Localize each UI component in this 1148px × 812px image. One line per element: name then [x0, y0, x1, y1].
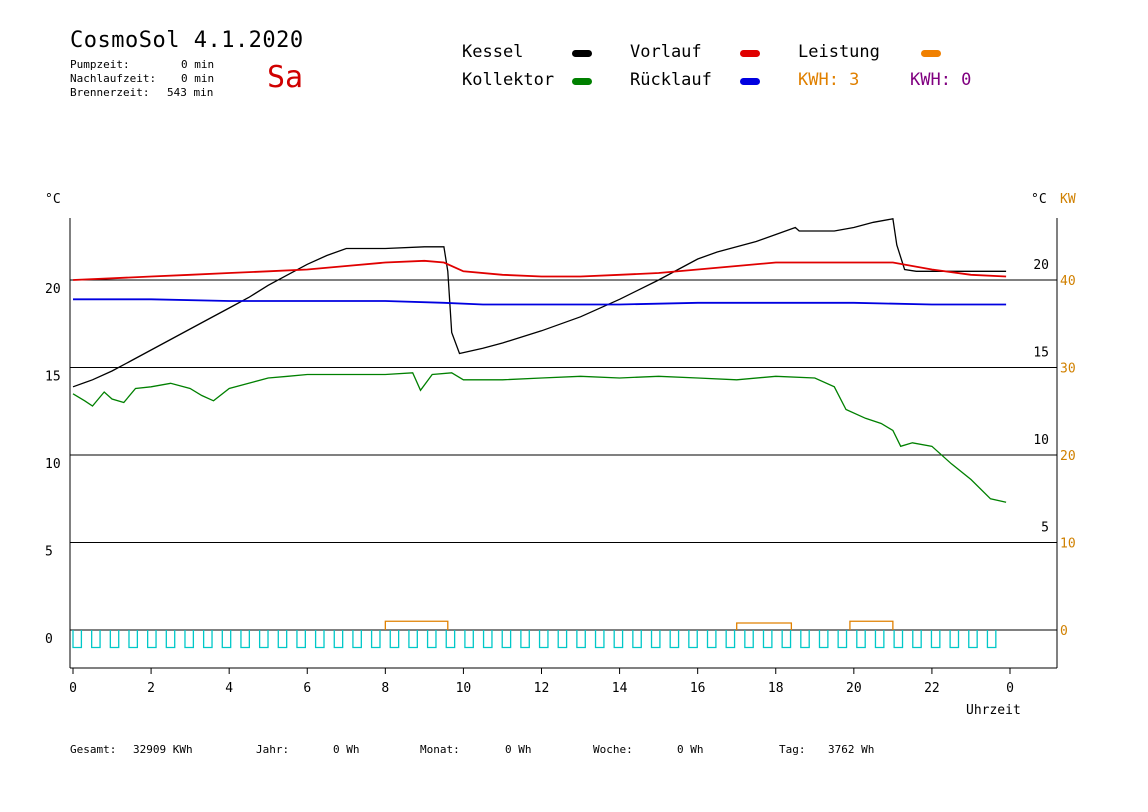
y-axis-label-right-power: KW: [1060, 192, 1076, 207]
series-line-kessel: [72, 218, 1007, 388]
x-tick-label: 20: [846, 681, 862, 696]
legend-kollektor-swatch: [572, 78, 592, 85]
footer-woche-value: 0 Wh: [677, 743, 704, 756]
day-label: Sa: [267, 60, 304, 95]
stat-pumpzeit-value: 0 min: [181, 58, 215, 71]
y-tick-label-right-temp: 20: [1033, 258, 1049, 273]
y-tick-label-right-power: 30: [1060, 362, 1076, 377]
series-line-ruecklauf: [73, 298, 1007, 306]
legend-kessel-swatch: [572, 50, 592, 57]
y-tick-label-left: 5: [45, 545, 53, 560]
footer-monat-value: 0 Wh: [505, 743, 532, 756]
legend-kollektor-label: Kollektor: [462, 70, 555, 90]
leistung-segment: [849, 620, 894, 630]
y-tick-label-right-temp: 15: [1033, 346, 1049, 361]
x-tick-label: 2: [147, 681, 155, 696]
footer-tag-value: 3762 Wh: [828, 743, 875, 756]
x-tick-label: 0: [69, 681, 77, 696]
legend-kessel-label: Kessel: [462, 42, 524, 62]
stat-nachlaufzeit-value: 0 min: [181, 72, 215, 85]
legend-leistung-label: Leistung: [798, 42, 880, 62]
chart-title: CosmoSol 4.1.2020: [70, 28, 304, 53]
x-tick-label: 4: [225, 681, 233, 696]
pump-pulse-wave: [72, 630, 997, 649]
footer-tag-label: Tag:: [779, 743, 806, 756]
legend-ruecklauf-swatch: [740, 78, 760, 85]
y-tick-label-left: 10: [45, 457, 61, 472]
axis-labels: 0 2 4 6 8 10 12 14 16 18 20 22 0 0 5 10 15 20 5 10 15 20 0 10 20…: [45, 192, 1076, 718]
y-axis-label-left: °C: [45, 192, 61, 207]
leistung-segment: [384, 620, 449, 630]
x-tick-label: 22: [924, 681, 940, 696]
pump-pulses: [72, 630, 997, 649]
footer-monat-label: Monat:: [420, 743, 460, 756]
legend-vorlauf-swatch: [740, 50, 760, 57]
stat-brennerzeit-value: 543 min: [167, 86, 214, 99]
y-tick-label-right-power: 20: [1060, 449, 1076, 464]
footer-jahr-label: Jahr:: [256, 743, 290, 756]
grid-lines: [70, 279, 1057, 631]
footer-gesamt-value: 32909 KWh: [133, 743, 193, 756]
series-lines: [72, 218, 1007, 503]
y-tick-label-right-temp: 5: [1041, 521, 1049, 536]
footer-jahr-value: 0 Wh: [333, 743, 360, 756]
x-axis-label: Uhrzeit: [966, 703, 1021, 718]
footer-gesamt-label: Gesamt:: [70, 743, 117, 756]
x-tick-label: 18: [768, 681, 784, 696]
x-tick-label: 14: [612, 681, 628, 696]
y-tick-label-left: 20: [45, 282, 61, 297]
leistung-segment: [736, 622, 793, 630]
legend-kwh-secondary: KWH: 0: [910, 70, 972, 90]
leistung-series: [384, 620, 894, 630]
axes: [69, 218, 1058, 674]
x-tick-label: 10: [456, 681, 472, 696]
footer-woche-label: Woche:: [593, 743, 633, 756]
stat-nachlaufzeit-label: Nachlaufzeit:: [70, 72, 157, 85]
x-tick-label: 6: [303, 681, 311, 696]
stat-brennerzeit-label: Brennerzeit:: [70, 86, 150, 99]
legend-ruecklauf-label: Rücklauf: [630, 70, 712, 90]
x-tick-label: 8: [381, 681, 389, 696]
y-tick-label-left: 15: [45, 370, 61, 385]
legend-kwh-primary: KWH: 3: [798, 70, 860, 90]
series-line-vorlauf: [72, 259, 1007, 281]
x-tick-label: 16: [690, 681, 706, 696]
y-tick-label-right-temp: 10: [1033, 433, 1049, 448]
y-tick-label-left: 0: [45, 632, 53, 647]
y-tick-label-right-power: 40: [1060, 274, 1076, 289]
y-tick-label-right-power: 0: [1060, 624, 1068, 639]
x-tick-label: 12: [534, 681, 550, 696]
series-line-kollektor: [72, 372, 1007, 503]
stat-pumpzeit-label: Pumpzeit:: [70, 58, 130, 71]
y-tick-label-right-power: 10: [1060, 537, 1076, 552]
legend-leistung-swatch: [921, 50, 941, 57]
legend-vorlauf-label: Vorlauf: [630, 42, 702, 62]
x-tick-label: 0: [1006, 681, 1014, 696]
y-axis-label-right-temp: °C: [1031, 192, 1047, 207]
